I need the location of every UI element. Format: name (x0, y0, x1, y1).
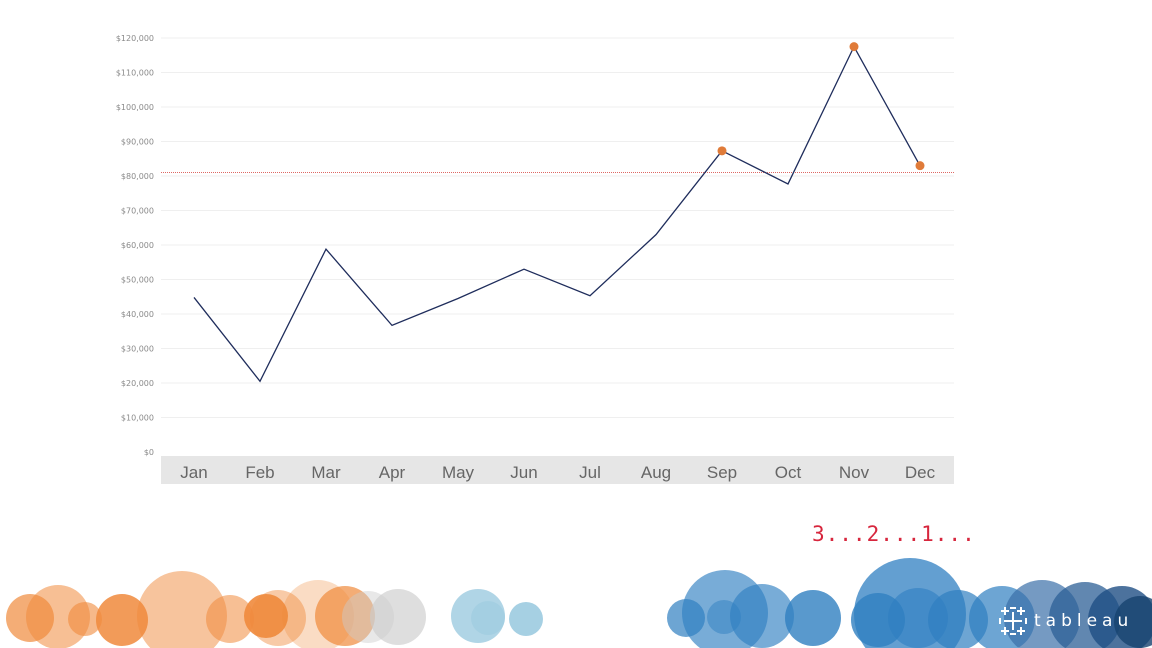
logo-wordmark: tableau (1034, 610, 1134, 631)
decor-bubble (370, 589, 426, 645)
x-tick-label: Jan (180, 463, 207, 482)
y-tick-label: $20,000 (121, 379, 154, 388)
y-tick-label: $50,000 (121, 276, 154, 285)
decor-bubble (730, 584, 794, 648)
highlight-point (849, 42, 859, 52)
decor-bubble (471, 601, 505, 635)
decor-bubble (68, 602, 102, 636)
tableau-logo: tableau (998, 606, 1133, 636)
decor-bubble (1114, 596, 1152, 648)
y-axis: $0 $10,000 $20,000 $30,000 $40,000 $50,000 $60… (116, 34, 154, 457)
decor-bubble (785, 590, 841, 646)
decor-bubble (244, 594, 288, 638)
x-tick-label: Apr (379, 463, 406, 482)
x-tick-label: Jul (579, 463, 601, 482)
y-tick-label: $120,000 (116, 34, 154, 43)
line-chart: $0 $10,000 $20,000 $30,000 $40,000 $50,000 $60… (116, 34, 954, 484)
y-tick-label: $70,000 (121, 207, 154, 216)
decor-bubble (509, 602, 543, 636)
x-tick-label: Oct (775, 463, 802, 482)
y-tick-label: $100,000 (116, 103, 154, 112)
decor-bubble (206, 595, 254, 643)
x-axis-band (161, 456, 954, 484)
highlight-point (915, 161, 925, 171)
decorative-bubbles (6, 558, 1152, 648)
x-tick-label: Sep (707, 463, 737, 482)
tableau-plus-icon (999, 607, 1027, 635)
decor-bubble (96, 594, 148, 646)
y-tick-label: $80,000 (121, 172, 154, 181)
x-tick-label: Aug (641, 463, 671, 482)
decor-bubble (250, 590, 306, 646)
highlight-point (717, 146, 727, 156)
countdown-text: 3...2...1... (812, 522, 976, 546)
highlight-points (717, 42, 925, 171)
x-axis: Jan Feb Mar Apr May Jun Jul Aug Sep Oct Nov Dec (180, 463, 935, 482)
y-tick-label: $90,000 (121, 138, 154, 147)
x-tick-label: Nov (839, 463, 870, 482)
y-tick-label: $0 (144, 448, 154, 457)
grid-lines (161, 37, 954, 418)
y-tick-label: $60,000 (121, 241, 154, 250)
x-tick-label: May (442, 463, 475, 482)
x-tick-label: Jun (510, 463, 537, 482)
y-tick-label: $30,000 (121, 345, 154, 354)
decor-bubble (137, 571, 227, 648)
y-tick-label: $10,000 (121, 414, 154, 423)
y-tick-label: $110,000 (116, 69, 154, 78)
decor-bubble (315, 586, 375, 646)
decor-bubble (26, 585, 90, 648)
x-tick-label: Feb (245, 463, 274, 482)
x-tick-label: Mar (311, 463, 341, 482)
y-tick-label: $40,000 (121, 310, 154, 319)
series-line (193, 45, 921, 383)
x-tick-label: Dec (905, 463, 936, 482)
